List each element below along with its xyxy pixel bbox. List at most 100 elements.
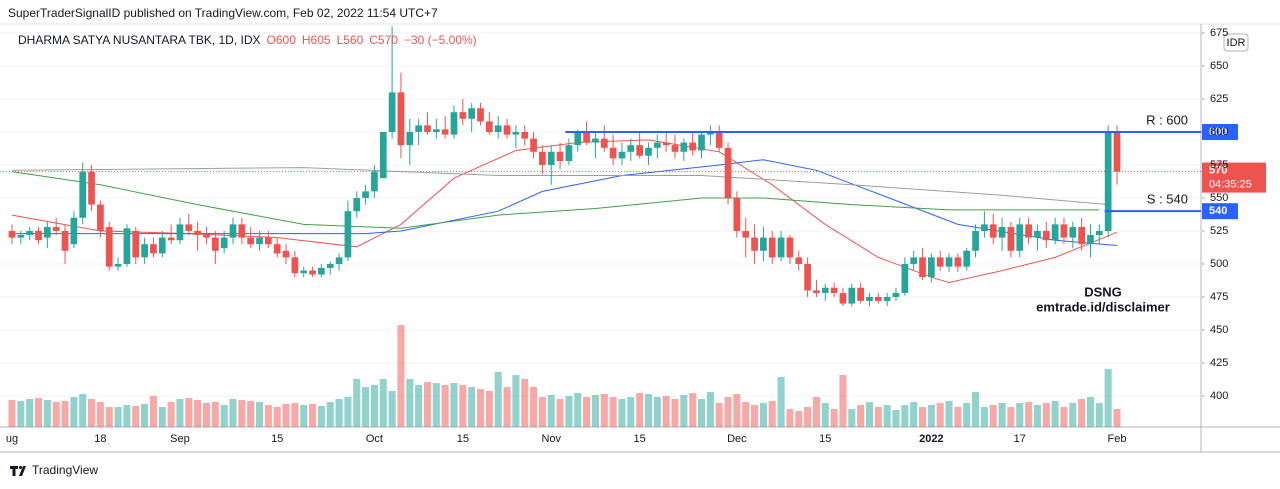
candle-body: [645, 147, 652, 156]
volume-bar: [874, 407, 882, 427]
volume-bar: [618, 399, 626, 427]
volume-bar: [662, 396, 670, 427]
footer-logo: [10, 466, 26, 476]
candle-body: [963, 250, 971, 267]
volume-bar: [918, 407, 927, 427]
candle-body: [353, 197, 361, 212]
candle-body: [335, 257, 343, 264]
volume-bar: [565, 396, 573, 427]
candle-body: [848, 287, 856, 304]
volume-bar: [397, 325, 405, 427]
volume-bar: [574, 393, 582, 427]
candle-body: [1051, 224, 1059, 241]
volume-bar: [423, 382, 432, 427]
volume-bar: [114, 407, 122, 427]
candle-body: [441, 129, 449, 135]
candle-body: [901, 263, 909, 294]
volume-bar: [759, 403, 767, 427]
candle-body: [592, 138, 599, 143]
candle-body: [26, 230, 34, 235]
candle-body: [176, 224, 184, 241]
candle-body: [123, 228, 131, 264]
volume-bar: [671, 399, 679, 427]
volume-bar: [768, 401, 776, 427]
volume-bar: [715, 403, 723, 427]
volume-bar: [733, 394, 741, 427]
candle-body: [70, 217, 78, 245]
annotation: emtrade.id/disclaimer: [1036, 299, 1170, 314]
candle-body: [432, 129, 440, 132]
volume-bar: [777, 377, 785, 427]
volume-bar: [8, 400, 16, 427]
volume-bar: [892, 410, 900, 427]
volume-bar: [521, 379, 529, 427]
volume: [8, 325, 1121, 427]
candle-body: [760, 237, 767, 251]
volume-bar: [591, 395, 599, 427]
volume-bar: [52, 402, 60, 427]
volume-bar: [335, 399, 343, 427]
volume-bar: [441, 385, 449, 427]
y-tick-label: 450: [1210, 324, 1228, 336]
volume-bar: [61, 401, 69, 427]
volume-bar: [503, 387, 511, 427]
candle-body: [892, 293, 900, 297]
candle-body: [1095, 230, 1103, 235]
volume-bar: [936, 403, 944, 427]
x-tick-label: 17: [1014, 433, 1026, 445]
grid: [0, 32, 1205, 397]
candle-body: [194, 230, 201, 235]
x-tick-label: Oct: [366, 433, 383, 445]
candle-body: [830, 287, 838, 294]
candle-body: [972, 230, 979, 251]
volume-bar: [998, 403, 1006, 427]
volume-bar: [370, 385, 378, 427]
candle-body: [521, 131, 529, 139]
volume-bar: [980, 407, 988, 427]
candle-body: [936, 257, 944, 267]
candle-body: [203, 234, 210, 238]
candle-body: [910, 257, 918, 264]
volume-bar: [609, 397, 617, 427]
volume-bar: [282, 404, 290, 427]
candle-body: [300, 270, 308, 274]
volume-bar: [132, 406, 140, 427]
legend-symbol: DHARMA SATYA NUSANTARA TBK, 1D, IDX: [18, 33, 261, 47]
volume-bar: [653, 397, 661, 427]
candle-body: [477, 108, 484, 122]
currency-box: [1223, 33, 1249, 52]
volume-bar: [255, 402, 264, 427]
candle-body: [954, 257, 962, 267]
candle-body: [866, 296, 873, 301]
candle-body: [450, 112, 458, 135]
volume-bar: [291, 403, 299, 427]
volume-bar: [388, 391, 396, 427]
price-box: [1202, 123, 1238, 140]
candle-body: [114, 263, 122, 267]
countdown: 04:35:25: [1209, 178, 1252, 190]
candle-body: [459, 112, 467, 119]
overlay: R : 600 600 S : 540 540 570 04:35:25: [0, 112, 1266, 220]
y-tick-label: 500: [1210, 258, 1228, 270]
candle-body: [1007, 227, 1015, 251]
candle-body: [167, 237, 175, 241]
volume-bar: [88, 399, 96, 427]
volume-bar: [79, 394, 87, 427]
candle-body: [742, 230, 750, 238]
volume-bar: [945, 401, 953, 427]
volume-bar: [494, 372, 502, 427]
candle-body: [79, 171, 87, 218]
candle-body: [724, 147, 732, 198]
volume-bar: [149, 396, 157, 427]
candle-body: [52, 227, 60, 231]
legend-open: O600: [267, 33, 297, 47]
candle-body: [141, 244, 148, 258]
volume-bar: [538, 397, 546, 427]
candle-body: [883, 296, 891, 301]
x-tick-label: Sep: [170, 433, 190, 445]
volume-bar: [1060, 407, 1068, 427]
candle-body: [583, 131, 590, 143]
volume-bar: [680, 395, 688, 427]
volume-bar: [697, 399, 706, 427]
candle-body: [1087, 234, 1094, 245]
